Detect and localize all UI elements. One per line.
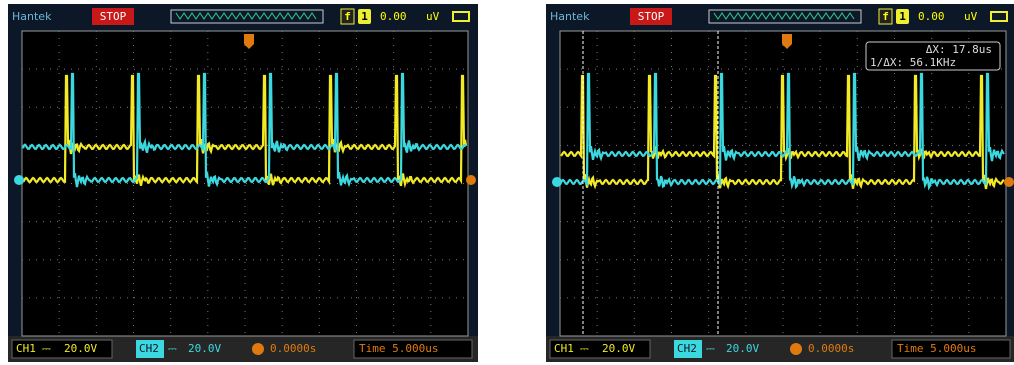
ch2-name: CH2 <box>139 342 159 355</box>
ch2-scale: 20.0V <box>188 342 221 355</box>
status: STOP <box>100 10 127 23</box>
timebase: Time 5.000us <box>897 342 976 355</box>
ch1-name: CH1 <box>554 342 574 355</box>
timebase: Time 5.000us <box>359 342 438 355</box>
trigger-mode: f <box>344 10 351 23</box>
status: STOP <box>638 10 665 23</box>
screenshot: HantekSTOPf10.00uVCH1⎓20.0VCH2⎓20.0V0.00… <box>0 0 1014 365</box>
ch1-scale: 20.0V <box>602 342 635 355</box>
brand: Hantek <box>12 10 52 23</box>
trigger-source: 1 <box>899 10 906 23</box>
position-icon <box>252 343 264 355</box>
ch1-marker <box>466 175 476 185</box>
position: 0.0000s <box>270 342 316 355</box>
position-icon <box>790 343 802 355</box>
ch1-name: CH1 <box>16 342 36 355</box>
trigger-mode: f <box>882 10 889 23</box>
trigger-level: 0.00 <box>918 10 945 23</box>
ch2-scale: 20.0V <box>726 342 759 355</box>
ch1-coupling: ⎓ <box>42 342 51 355</box>
ch1-coupling: ⎓ <box>580 342 589 355</box>
ch2-marker <box>14 175 24 185</box>
trigger-level: 0.00 <box>380 10 407 23</box>
ch2-coupling: ⎓ <box>168 342 177 355</box>
ch2-coupling: ⎓ <box>706 342 715 355</box>
brand: Hantek <box>550 10 590 23</box>
ch2-name: CH2 <box>677 342 697 355</box>
trigger-source: 1 <box>361 10 368 23</box>
position: 0.0000s <box>808 342 854 355</box>
trigger-unit: uV <box>426 10 440 23</box>
trigger-unit: uV <box>964 10 978 23</box>
cursor-frequency: 1/ΔX: 56.1KHz <box>870 56 956 69</box>
ch2-marker <box>552 177 562 187</box>
ch1-scale: 20.0V <box>64 342 97 355</box>
ch1-marker <box>1004 177 1014 187</box>
cursor-delta: ΔX: 17.8us <box>926 43 992 56</box>
